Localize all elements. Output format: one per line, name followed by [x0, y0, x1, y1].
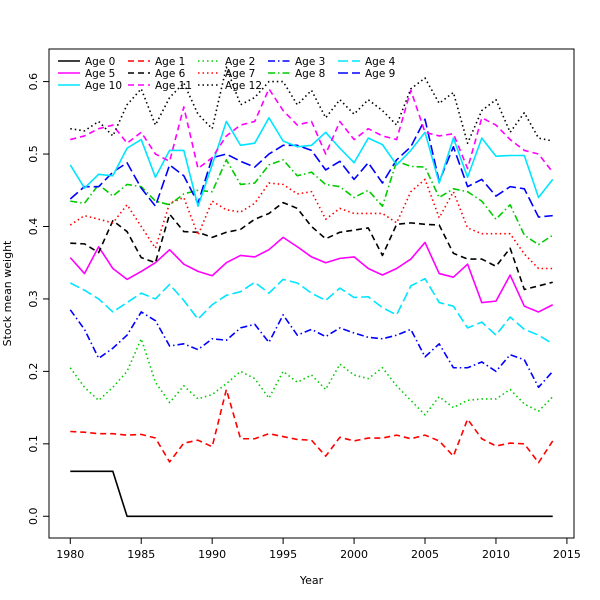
- x-tick-label: 2010: [482, 548, 510, 561]
- x-tick-label: 2015: [553, 548, 581, 561]
- legend-label: Age 3: [295, 56, 325, 68]
- legend-label: Age 6: [155, 68, 186, 80]
- y-axis-title: Stock mean weight: [1, 240, 14, 346]
- x-tick-label: 2005: [411, 548, 439, 561]
- x-tick-label: 1985: [127, 548, 155, 561]
- series-line-age-2: [69, 337, 554, 416]
- y-tick-label: 0.3: [27, 290, 40, 308]
- series-line-age-4: [69, 277, 554, 345]
- legend-label: Age 12: [225, 80, 262, 92]
- y-axis: 0.0 0.1 0.2 0.3 0.4 0.5 0.6: [27, 73, 49, 525]
- legend-label: Age 5: [85, 68, 115, 80]
- legend-label: Age 10: [85, 80, 122, 92]
- x-tick-label: 1990: [198, 548, 226, 561]
- series-line-age-3: [69, 309, 554, 389]
- legend-label: Age 8: [295, 68, 325, 80]
- legend-label: Age 11: [155, 80, 192, 92]
- y-tick-label: 0.2: [27, 363, 40, 381]
- legend-label: Age 9: [365, 68, 395, 80]
- series-line-age-10: [69, 117, 554, 207]
- series-layer: [69, 66, 554, 518]
- legend: Age 0 Age 1 Age 2 Age 3 Age 4 Age 5 Age 6 Age 7…: [58, 56, 396, 92]
- x-tick-label: 1995: [269, 548, 297, 561]
- legend-label: Age 0: [85, 56, 115, 68]
- series-line-age-9: [69, 118, 553, 218]
- x-axis: 1980 1985 1990 1995 2000 2005 2010 2015: [56, 538, 581, 561]
- series-line-age-7: [69, 178, 553, 270]
- legend-label: Age 7: [225, 68, 255, 80]
- x-tick-label: 1980: [56, 548, 84, 561]
- series-line-age-8: [70, 159, 554, 246]
- series-line-age-11: [70, 88, 554, 173]
- y-tick-label: 0.5: [27, 145, 40, 163]
- y-tick-label: 0.0: [27, 508, 40, 526]
- y-tick-label: 0.6: [27, 73, 40, 91]
- series-line-age-0: [70, 470, 553, 518]
- series-line-age-6: [70, 201, 553, 291]
- x-tick-label: 2000: [340, 548, 368, 561]
- series-line-age-5: [69, 236, 554, 313]
- plot-frame: [48, 48, 575, 539]
- legend-label: Age 4: [365, 56, 396, 68]
- y-tick-label: 0.4: [27, 218, 40, 236]
- y-tick-label: 0.1: [27, 435, 40, 453]
- series-line-age-1: [70, 388, 554, 464]
- x-axis-title: Year: [299, 574, 324, 587]
- legend-label: Age 2: [225, 56, 255, 68]
- legend-label: Age 1: [155, 56, 185, 68]
